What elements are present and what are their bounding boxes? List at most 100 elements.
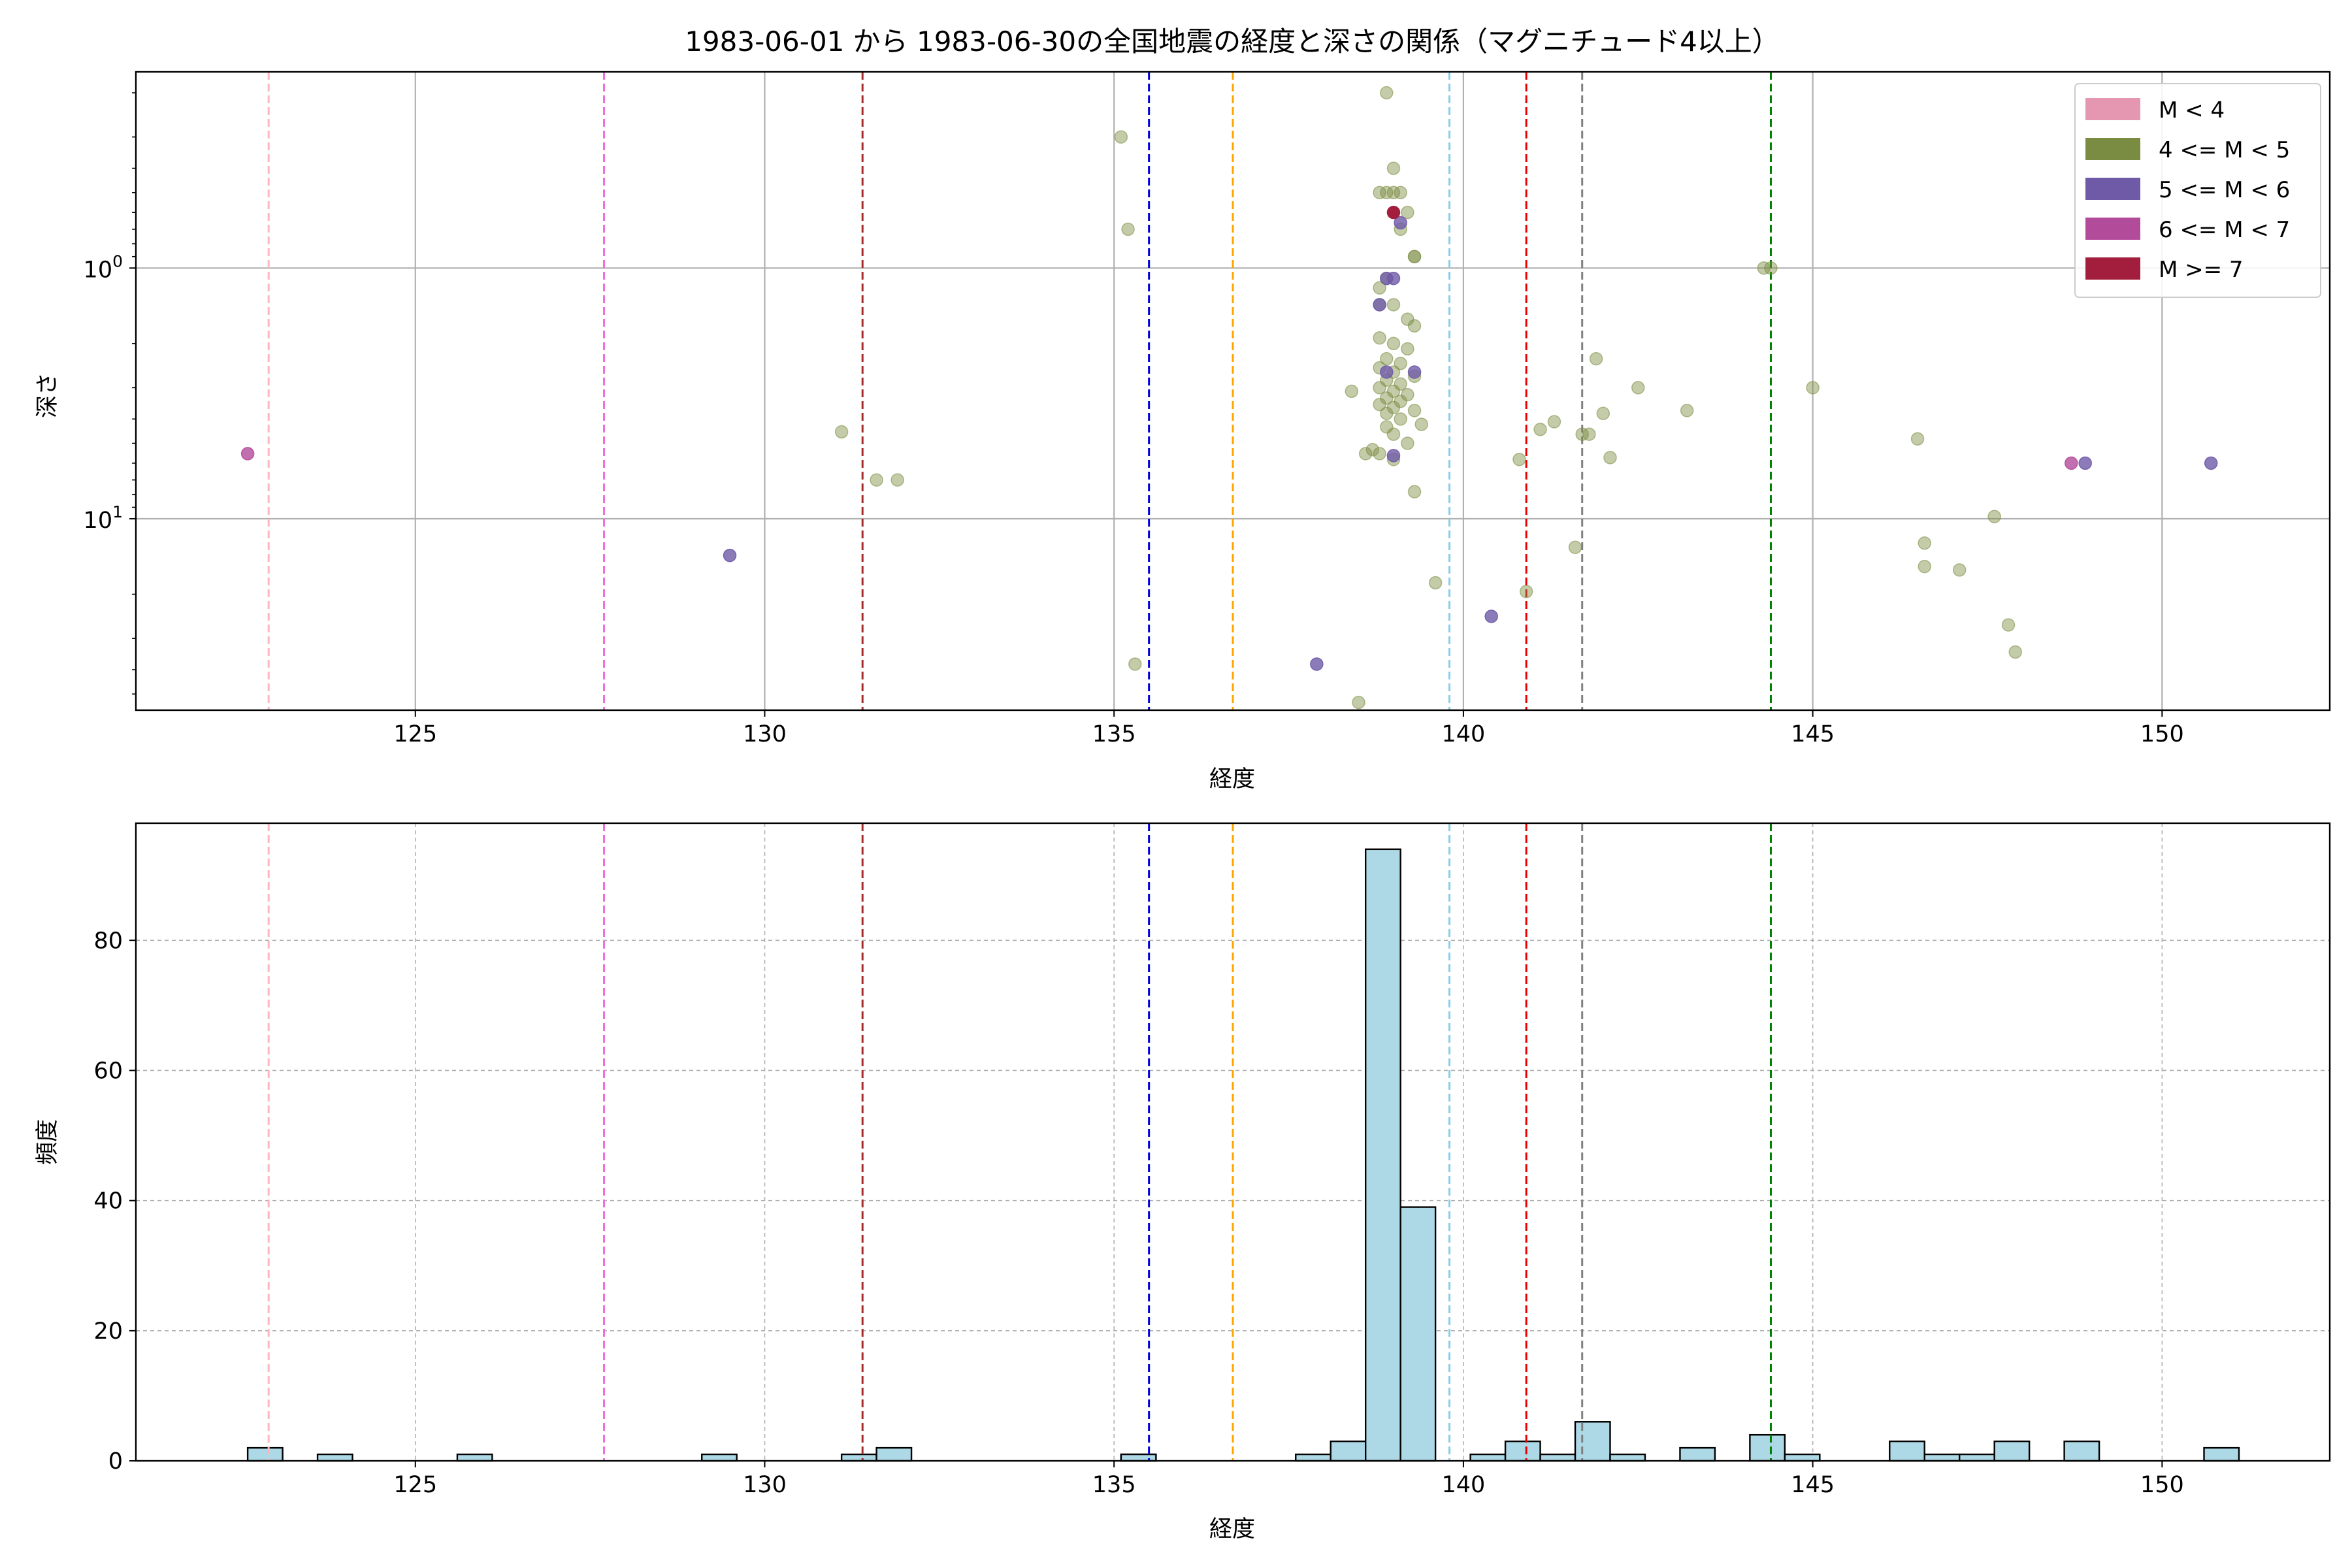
scatter-point [1380,86,1394,100]
histogram-bar [1574,1421,1611,1462]
scatter-points [240,86,2218,710]
scatter-point [1380,351,1394,366]
scatter-point [1358,447,1373,461]
scatter-point [1380,186,1394,200]
scatter-point [1373,447,1386,461]
scatter-x-tick-label: 150 [2140,721,2184,747]
legend-swatch [2085,257,2140,280]
scatter-point [1987,510,2001,523]
scatter-point [1373,186,1386,200]
scatter-point [1394,186,1407,200]
scatter-point [1386,186,1401,200]
scatter-point [1114,130,1128,144]
scatter-point [1401,205,1414,220]
scatter-point [1764,261,1778,275]
legend-label: 4 <= M < 5 [2159,137,2290,163]
histogram-bar [1993,1440,2031,1462]
scatter-y-tick-label: 101 [84,502,123,534]
scatter-x-tick-label: 135 [1092,721,1136,747]
histogram-y-tick-label: 60 [93,1058,123,1084]
scatter-point [1373,281,1386,295]
scatter-point [1757,261,1771,275]
histogram-bar [1889,1440,1925,1462]
histogram-axes-frame [135,822,2331,1462]
scatter-point [1365,442,1380,457]
scatter-point [1394,377,1407,391]
histogram-x-ticks: 125 130 135 140 145 150 [393,1461,2184,1498]
histogram-y-tick-label: 80 [93,928,123,954]
legend-swatch [2085,178,2140,200]
scatter-point [1352,695,1365,710]
legend-label: M >= 7 [2159,257,2244,283]
histogram-y-axis-label: 頻度 [35,1119,61,1165]
scatter-point [1533,422,1547,436]
scatter-point [1345,384,1359,399]
scatter-point [1428,576,1443,590]
scatter-point [1952,563,1967,577]
scatter-point [1386,449,1401,463]
scatter-point [1407,404,1422,417]
scatter-point [1121,222,1135,237]
legend-swatch [2085,98,2140,120]
histogram-x-tick-label: 140 [1442,1472,1486,1498]
scatter-x-tick-label: 145 [1791,721,1835,747]
scatter-point [2065,456,2078,470]
histogram-bar [2063,1440,2100,1462]
histogram-bar [1749,1433,1786,1462]
scatter-point [1373,381,1386,395]
histogram-bar [1469,1453,1507,1462]
scatter-point [1680,404,1694,417]
scatter-point [1386,298,1401,312]
scatter-point [1380,406,1394,421]
histogram-bar [246,1446,284,1462]
histogram-reference-lines [267,823,1772,1461]
histogram-bar [1364,848,1401,1462]
scatter-point [1394,216,1407,230]
histogram-x-tick-label: 135 [1092,1472,1136,1498]
scatter-point [1394,412,1407,426]
histogram-y-ticks: 0 20 40 60 80 [93,928,136,1475]
scatter-point [1568,540,1582,555]
scatter-point [1386,384,1401,399]
scatter-x-ticks: 125 130 135 140 145 150 [393,710,2184,747]
scatter-x-tick-label: 140 [1442,721,1486,747]
histogram-bar [1399,1206,1437,1462]
scatter-y-tick-label: 100 [84,252,123,283]
histogram-bar [1784,1453,1821,1462]
scatter-point [1910,432,1925,446]
histogram-bar [1923,1453,1961,1462]
scatter-point [723,548,737,563]
scatter-point [1128,657,1142,671]
scatter-point [1373,397,1386,412]
scatter-y-ticks: 100 101 [84,92,136,695]
histogram-x-tick-label: 145 [1791,1472,1835,1498]
scatter-x-tick-label: 130 [743,721,787,747]
histogram-bar [701,1453,738,1462]
scatter-point [834,425,849,439]
scatter-panel: 125 130 135 140 145 150 100 101 経度 深さ M < 4 4 <… [35,71,2331,792]
legend-box [2074,83,2321,298]
scatter-point [2001,618,2016,632]
histogram-bar [1295,1453,1331,1462]
scatter-point [2078,456,2092,470]
scatter-point [1394,356,1407,370]
scatter-y-axis-label: 深さ [35,372,61,418]
scatter-point [1596,406,1610,421]
scatter-x-tick-label: 125 [393,721,437,747]
scatter-point [1401,342,1414,356]
scatter-point [1414,417,1428,431]
scatter-point [1519,585,1533,598]
scatter-point [890,473,904,487]
histogram-x-tick-label: 130 [743,1472,787,1498]
scatter-point [1918,536,1931,550]
scatter-point [1407,365,1422,379]
scatter-point [1407,250,1422,263]
histogram-bar [875,1446,913,1462]
scatter-point [1386,336,1401,351]
histogram-bar [1609,1453,1646,1462]
histogram-y-tick-label: 0 [108,1448,123,1475]
scatter-point [1806,381,1820,395]
scatter-point [1484,610,1498,623]
histogram-x-axis-label: 経度 [1209,1516,1255,1543]
